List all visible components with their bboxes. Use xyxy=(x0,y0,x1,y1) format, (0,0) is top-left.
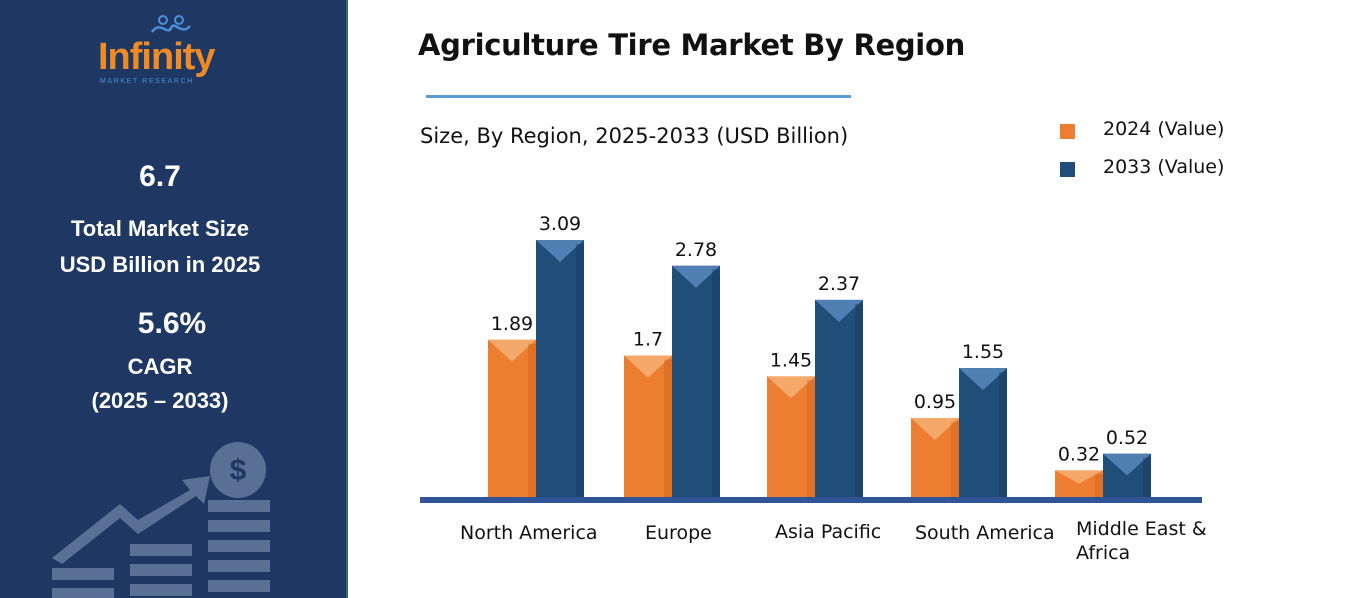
category-label-europe: Europe xyxy=(645,522,712,544)
bar-asia-pacific-2024 xyxy=(767,376,815,497)
bar-asia-pacific-2033 xyxy=(815,300,863,497)
data-label-north-america-2024: 1.89 xyxy=(491,313,533,335)
category-label-middle-east-and-africa: Middle East & Africa xyxy=(1076,517,1216,565)
data-label-middle-east-and-africa-2033: 0.52 xyxy=(1106,427,1148,449)
bar-north-america-2024 xyxy=(488,340,536,497)
category-label-south-america: South America xyxy=(915,522,1055,544)
bar-south-america-2033 xyxy=(959,368,1007,497)
bar-north-america-2033 xyxy=(536,240,584,497)
data-label-middle-east-and-africa-2024: 0.32 xyxy=(1058,443,1100,465)
bar-middle-east-and-africa-2033 xyxy=(1103,454,1151,497)
category-label-asia-pacific: Asia Pacific xyxy=(775,521,881,543)
data-label-asia-pacific-2033: 2.37 xyxy=(818,273,860,295)
data-label-south-america-2033: 1.55 xyxy=(962,341,1004,363)
category-label-north-america: North America xyxy=(460,522,598,544)
data-label-asia-pacific-2024: 1.45 xyxy=(770,349,812,371)
bar-europe-2024 xyxy=(624,356,672,497)
bar-europe-2033 xyxy=(672,266,720,497)
bar-middle-east-and-africa-2024 xyxy=(1055,470,1103,497)
data-label-europe-2024: 1.7 xyxy=(633,329,663,351)
data-label-europe-2033: 2.78 xyxy=(675,239,717,261)
data-label-south-america-2024: 0.95 xyxy=(914,391,956,413)
data-label-north-america-2033: 3.09 xyxy=(539,213,581,235)
bar-south-america-2024 xyxy=(911,418,959,497)
